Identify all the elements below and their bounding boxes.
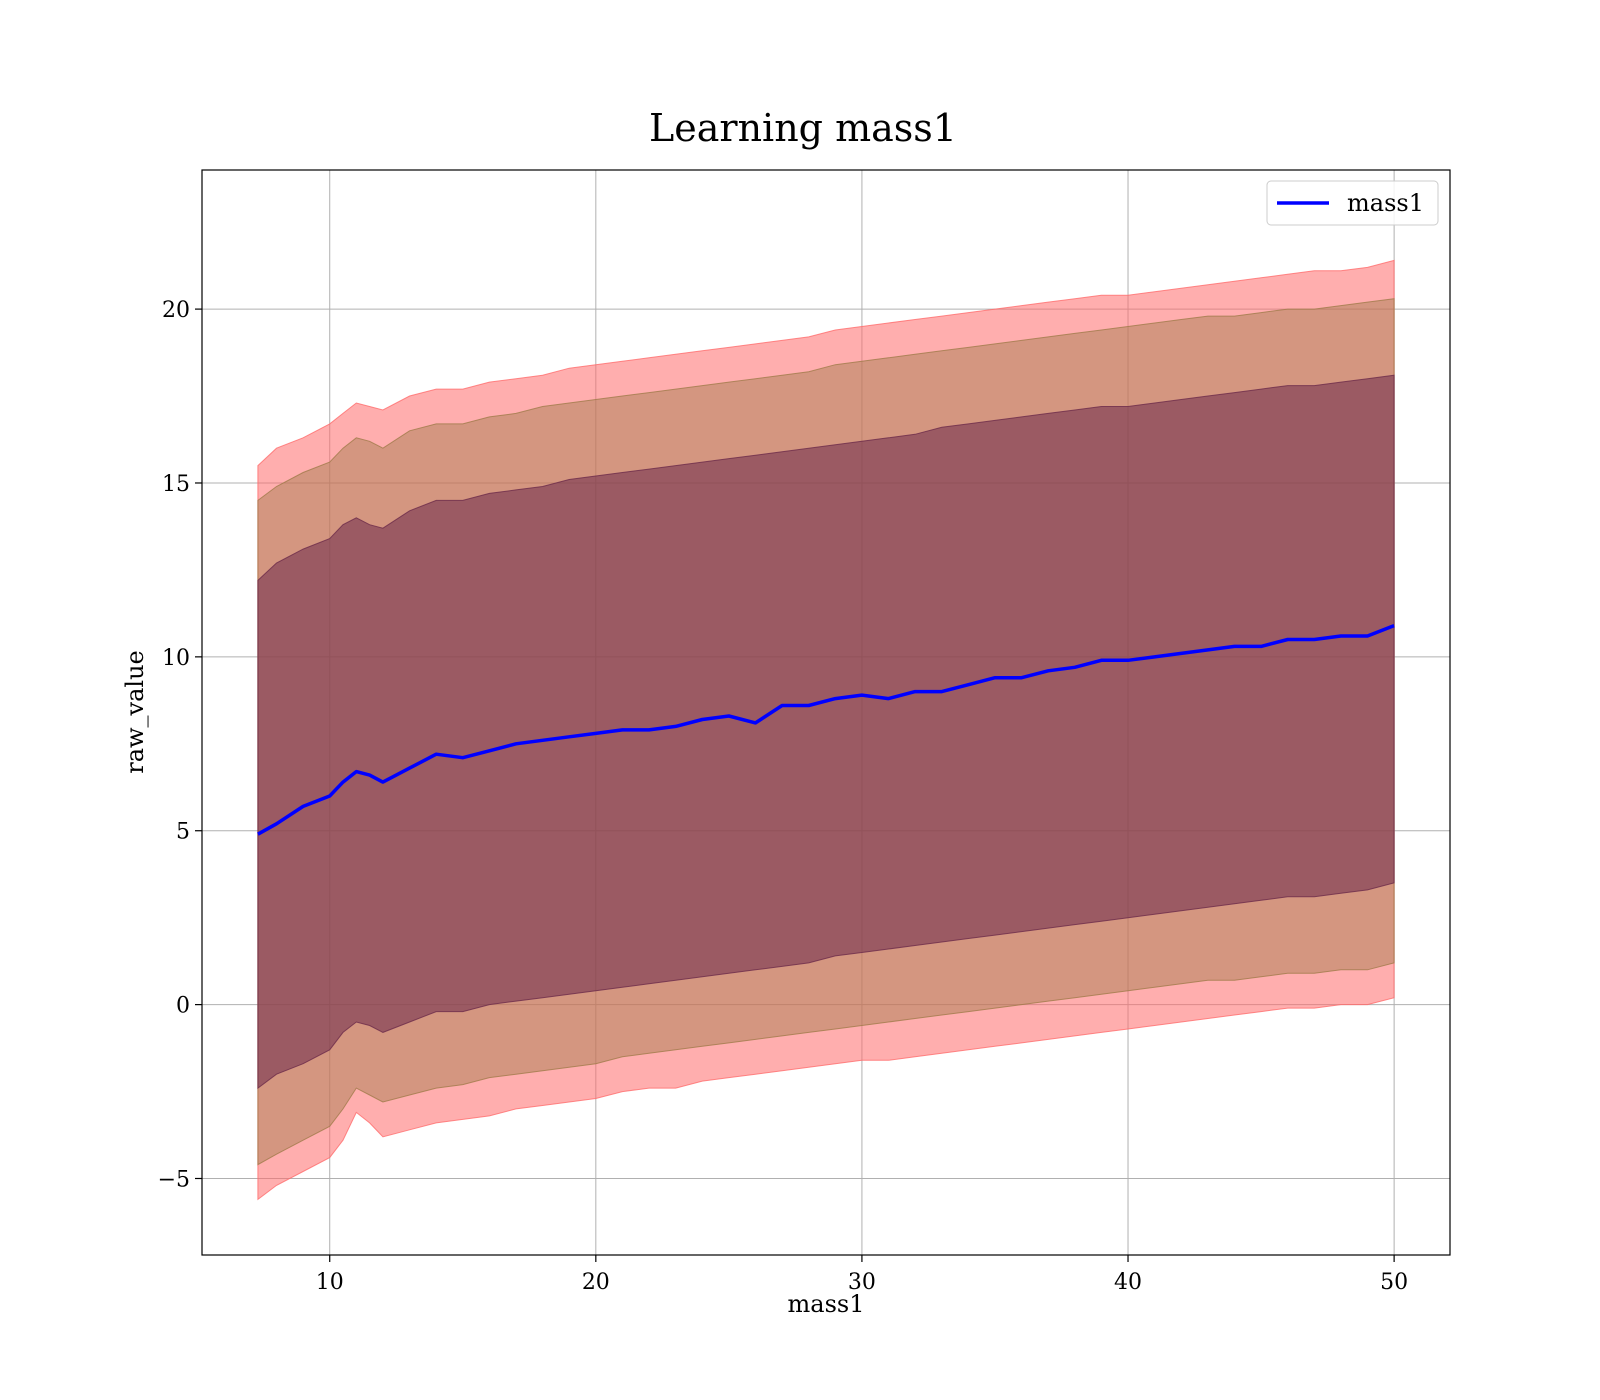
y-tick-label: 15 xyxy=(162,472,190,497)
x-axis-label: mass1 xyxy=(788,1290,865,1318)
x-tick-label: 10 xyxy=(316,1270,344,1295)
y-tick-label: 5 xyxy=(176,820,190,845)
legend: mass1 xyxy=(1266,180,1439,226)
x-tick-label: 20 xyxy=(582,1270,610,1295)
y-tick-label: 20 xyxy=(162,298,190,323)
x-tick-label: 30 xyxy=(848,1270,876,1295)
plot-frame xyxy=(201,169,1451,1256)
y-axis-label: raw_value xyxy=(121,650,149,774)
y-tick-label: 0 xyxy=(176,994,190,1019)
uncertainty-bands xyxy=(257,259,1395,1201)
chart-title: Learning mass1 xyxy=(649,106,957,150)
x-tick-label: 40 xyxy=(1114,1270,1142,1295)
series-line-mass1 xyxy=(257,623,1395,836)
y-axis-ticks: −5 0 5 10 15 20 xyxy=(158,298,202,1192)
legend-box xyxy=(1266,180,1439,226)
series-lines xyxy=(257,623,1395,836)
x-axis-ticks: 10 20 30 40 50 xyxy=(316,1255,1408,1295)
x-tick-label: 50 xyxy=(1380,1270,1408,1295)
uncertainty-band-3 xyxy=(257,374,1395,1090)
y-tick-label: 10 xyxy=(162,646,190,671)
y-tick-label: −5 xyxy=(158,1167,190,1192)
legend-entry-mass1: mass1 xyxy=(1347,189,1424,217)
